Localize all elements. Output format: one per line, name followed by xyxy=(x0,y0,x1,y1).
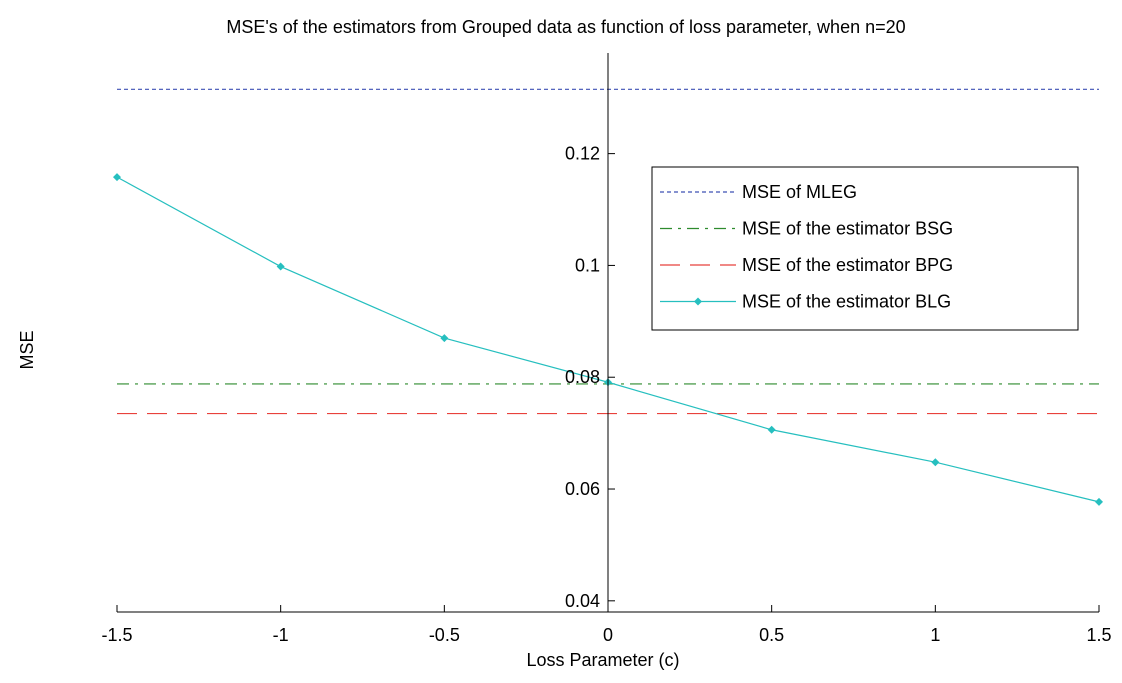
x-tick-label: 0 xyxy=(603,625,613,645)
y-tick-label: 0.04 xyxy=(565,591,600,611)
x-tick-label: -0.5 xyxy=(429,625,460,645)
data-point xyxy=(1095,497,1103,506)
legend-entry: MSE of the estimator BSG xyxy=(742,219,953,239)
x-axis-label: Loss Parameter (c) xyxy=(526,650,679,670)
data-point xyxy=(931,458,940,467)
legend-entry: MSE of MLEG xyxy=(742,182,857,202)
x-tick-label: 0.5 xyxy=(759,625,784,645)
y-axis-label: MSE xyxy=(17,330,37,369)
x-tick-label: -1 xyxy=(273,625,289,645)
legend: MSE of MLEG MSE of the estimator BSG MSE o… xyxy=(651,166,1079,331)
axes-layer: -1.5 -1 -0.5 0 0.5 1 1.5 0.04 0.06 0.08 0.1 0.12 xyxy=(101,53,1112,645)
y-tick-label: 0.1 xyxy=(575,255,600,275)
data-point xyxy=(767,425,776,434)
x-tick-label: -1.5 xyxy=(101,625,132,645)
chart-title: MSE's of the estimators from Grouped dat… xyxy=(226,17,905,37)
legend-box xyxy=(651,166,1079,331)
legend-marker xyxy=(694,297,702,306)
x-tick-label: 1 xyxy=(930,625,940,645)
legend-entry: MSE of the estimator BPG xyxy=(742,255,953,275)
legend-entry: MSE of the estimator BLG xyxy=(742,292,951,312)
data-point xyxy=(276,262,285,271)
data-point xyxy=(113,173,121,182)
data-point xyxy=(440,334,449,343)
x-tick-label: 1.5 xyxy=(1086,625,1111,645)
y-tick-label: 0.08 xyxy=(565,367,600,387)
y-tick-label: 0.12 xyxy=(565,144,600,164)
y-tick-label: 0.06 xyxy=(565,479,600,499)
